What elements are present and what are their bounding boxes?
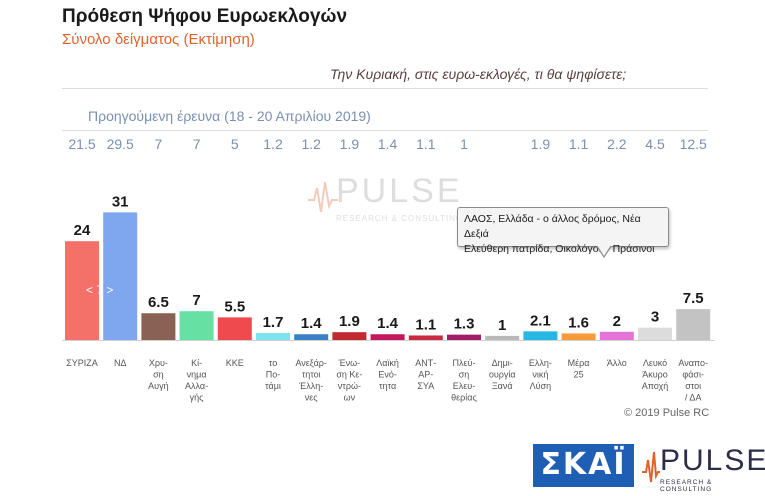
category-label: Άλλο: [607, 358, 627, 368]
bar[interactable]: [294, 334, 329, 340]
data-label: 3: [651, 309, 659, 326]
bar[interactable]: [141, 313, 176, 340]
previous-value: 1.9: [531, 136, 551, 152]
category-label: Λευκό Άκυρο Αποχή: [642, 358, 669, 391]
data-label: 31: [112, 193, 129, 210]
previous-value: 1: [460, 136, 468, 152]
chart-title: Πρόθεση Ψήφου Ευρωεκλογών: [62, 6, 348, 27]
previous-value: 5: [231, 136, 239, 152]
category-label: ΚΚΕ: [226, 358, 244, 368]
tooltip-line-2: Ελεύθερη πατρίδα, Οικολόγοι – Πράσινοι: [464, 243, 655, 255]
category-label: Πλεύ-ση Ελευ-θερίας: [451, 358, 477, 403]
previous-value: 2.2: [607, 136, 627, 152]
category-label: το Πο-τάμι: [265, 358, 281, 391]
previous-value: 7: [193, 136, 201, 152]
chart-subtitle: Σύνολο δείγματος (Εκτίμηση): [62, 31, 255, 48]
data-label: 1.3: [454, 316, 475, 333]
data-label: 2: [613, 313, 621, 330]
watermark-name: PULSE: [336, 172, 463, 210]
tooltip-line-1: ΛΑΟΣ, Ελλάδα - ο άλλος δρόμος, Νέα Δεξιά: [464, 213, 641, 240]
bar[interactable]: [179, 311, 214, 340]
skai-logo: ΣΚΑΪ: [533, 444, 634, 487]
bar[interactable]: [256, 333, 290, 340]
category-label: Κί-νημα Αλλα-γής: [185, 358, 208, 403]
previous-value: 1.9: [340, 136, 360, 152]
survey-question: Την Κυριακή, στις ευρω-εκλογές, τι θα ψη…: [330, 66, 627, 82]
divider-previous: [62, 130, 708, 131]
pulse-wave-icon: [308, 181, 338, 213]
data-label: 1.4: [301, 315, 323, 332]
bar-pager[interactable]: < 7 >: [86, 283, 114, 297]
previous-survey-label: Προηγούμενη έρευνα (18 - 20 Απριλίου 201…: [88, 108, 371, 124]
other-parties-tooltip: ΛΑΟΣ, Ελλάδα - ο άλλος δρόμος, Νέα Δεξιά…: [457, 207, 669, 255]
pulse-watermark: PULSE RESEARCH & CONSULTING: [308, 170, 478, 230]
bar[interactable]: [523, 331, 558, 340]
bar[interactable]: [217, 317, 252, 340]
category-label: Μέρα 25: [568, 358, 590, 380]
category-label: Ελλη-νική Λύση: [529, 358, 552, 391]
data-label: 1.7: [263, 314, 284, 331]
category-label: Αναπο-φάσι-στοι / ΔΑ: [678, 358, 708, 403]
pulse-logo-wave-icon: [642, 451, 660, 483]
previous-value: 1.2: [301, 136, 321, 152]
category-label: Δημι-ουργία Ξανά: [489, 358, 516, 391]
data-label: 2.1: [530, 312, 551, 329]
category-label: ΑΝΤ-ΑΡ-ΣΥΑ: [415, 358, 436, 391]
category-label: Λαϊκή Ενό-τητα: [376, 358, 399, 391]
pulse-logo: PULSE RESEARCH & CONSULTING: [642, 444, 765, 493]
bar[interactable]: [485, 335, 520, 340]
previous-value: 7: [155, 136, 163, 152]
previous-value: 1.2: [263, 136, 283, 152]
bar[interactable]: [676, 309, 711, 340]
bar[interactable]: [332, 332, 367, 340]
previous-value: 1.4: [378, 136, 398, 152]
bar[interactable]: [447, 334, 481, 340]
tooltip-pointer-fill: [597, 245, 611, 256]
category-label: ΣΥΡΙΖΑ: [66, 358, 98, 368]
data-label: 24: [74, 222, 91, 239]
data-label: 1.4: [377, 315, 399, 332]
category-label: Ανεξάρ-τητοι Έλλη-νες: [295, 358, 326, 403]
previous-value: 1.1: [416, 136, 436, 152]
category-label: ΝΔ: [114, 358, 127, 368]
watermark-tagline: RESEARCH & CONSULTING: [336, 214, 464, 223]
skai-logo-text: ΣΚΑΪ: [540, 447, 627, 482]
data-label: 7.5: [683, 290, 704, 307]
bar[interactable]: [638, 327, 672, 340]
data-label: 6.5: [148, 294, 169, 311]
data-label: 1: [498, 317, 506, 334]
previous-value: 4.5: [645, 136, 665, 152]
category-label: Χρυ-ση Αυγή: [148, 358, 168, 391]
data-label: 7: [192, 292, 200, 309]
pulse-logo-text: PULSE: [660, 444, 765, 477]
bar[interactable]: [65, 241, 99, 340]
copyright-note: © 2019 Pulse RC: [624, 407, 710, 419]
data-label: 1.9: [339, 313, 360, 330]
bar[interactable]: [599, 331, 634, 340]
previous-value: 29.5: [107, 136, 134, 152]
category-label: Ένω-ση Κε-ντρώ-ων: [336, 358, 362, 403]
divider-top: [62, 88, 708, 89]
bar[interactable]: [370, 334, 405, 340]
data-label: 5.5: [224, 298, 245, 315]
data-label: 1.1: [415, 316, 436, 333]
pulse-logo-tagline: RESEARCH & CONSULTING: [660, 479, 713, 493]
previous-value: 21.5: [68, 136, 95, 152]
bar[interactable]: [103, 212, 138, 340]
data-label: 1.6: [568, 314, 589, 331]
bar[interactable]: [561, 333, 596, 340]
previous-value: 12.5: [680, 136, 707, 152]
previous-value: 1.1: [569, 136, 589, 152]
bar[interactable]: [408, 335, 443, 340]
